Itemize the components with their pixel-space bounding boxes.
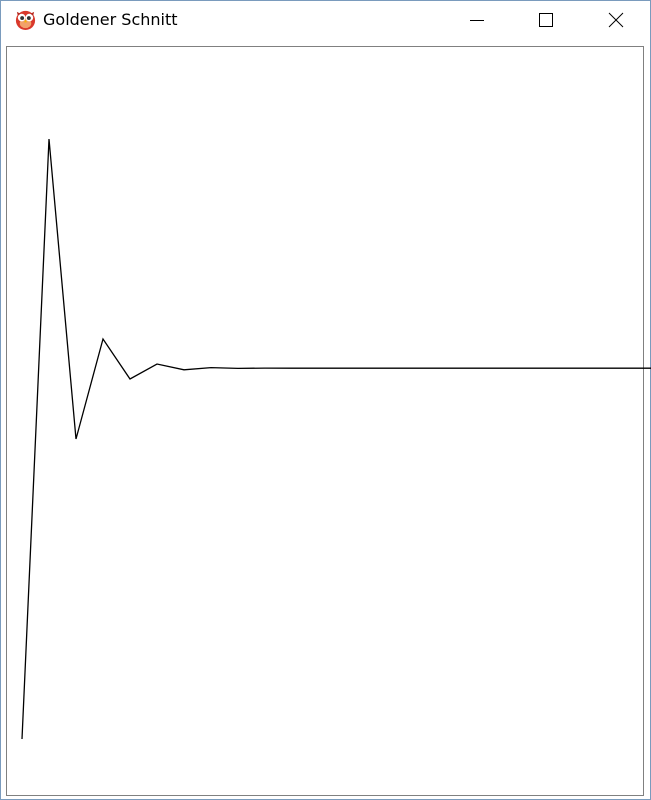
- window-title: Goldener Schnitt: [43, 10, 178, 29]
- owl-app-icon: [15, 10, 36, 31]
- close-icon: [608, 12, 624, 28]
- drawing-canvas: [6, 46, 644, 796]
- title-bar[interactable]: Goldener Schnitt: [1, 1, 650, 39]
- minimize-button[interactable]: [454, 1, 500, 39]
- maximize-icon: [539, 13, 553, 27]
- maximize-button[interactable]: [523, 1, 569, 39]
- minimize-icon: [470, 20, 484, 21]
- close-button[interactable]: [593, 1, 639, 39]
